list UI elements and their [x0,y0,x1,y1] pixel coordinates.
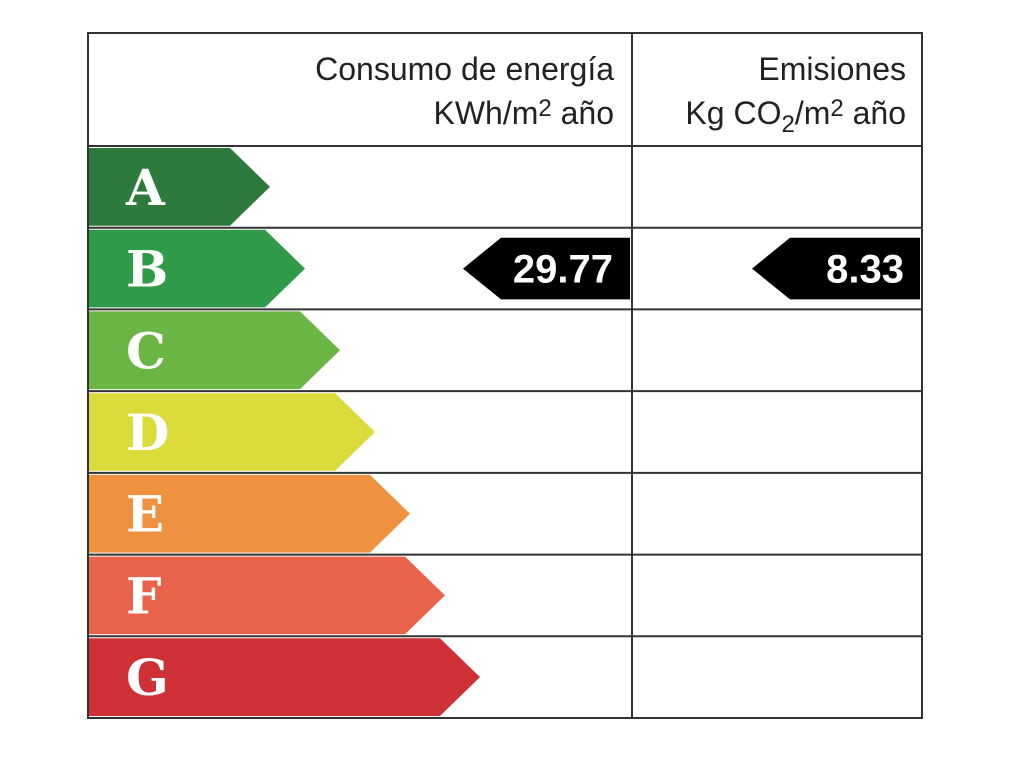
rating-arrow [89,229,305,308]
unit-part: año [552,95,614,131]
rating-letter: D [126,403,169,462]
emissions-title: Emisiones [758,51,906,87]
energy-title: Consumo de energía [315,51,614,87]
energy-badge [463,237,630,300]
rating-letter: F [126,566,162,625]
unit-part: 2 [781,111,794,138]
frame [87,32,923,719]
unit-part: año [844,95,906,131]
rating-arrow [89,638,480,716]
rating-letter: A [125,158,166,217]
rating-arrow [89,474,410,553]
emissions-badge [752,237,920,300]
unit-part: Kg CO [685,95,781,131]
rating-letter: G [126,648,169,707]
emissions-unit: Kg CO2/m2 año [685,95,906,138]
emissions-value: 8.33 [826,248,904,292]
rating-arrow [89,393,375,471]
rating-arrow [89,556,445,635]
rating-letter: B [126,240,168,299]
rating-letter: C [126,321,166,380]
energy-value: 29.77 [513,248,613,292]
unit-part: /m [795,95,831,131]
rating-arrow [89,148,270,226]
rating-arrow [89,311,340,390]
unit-part: 2 [830,95,843,122]
unit-part: 2 [538,95,551,122]
unit-part: KWh/m [433,95,538,131]
rating-letter: E [126,485,164,544]
energy-unit: KWh/m2 año [433,95,614,131]
